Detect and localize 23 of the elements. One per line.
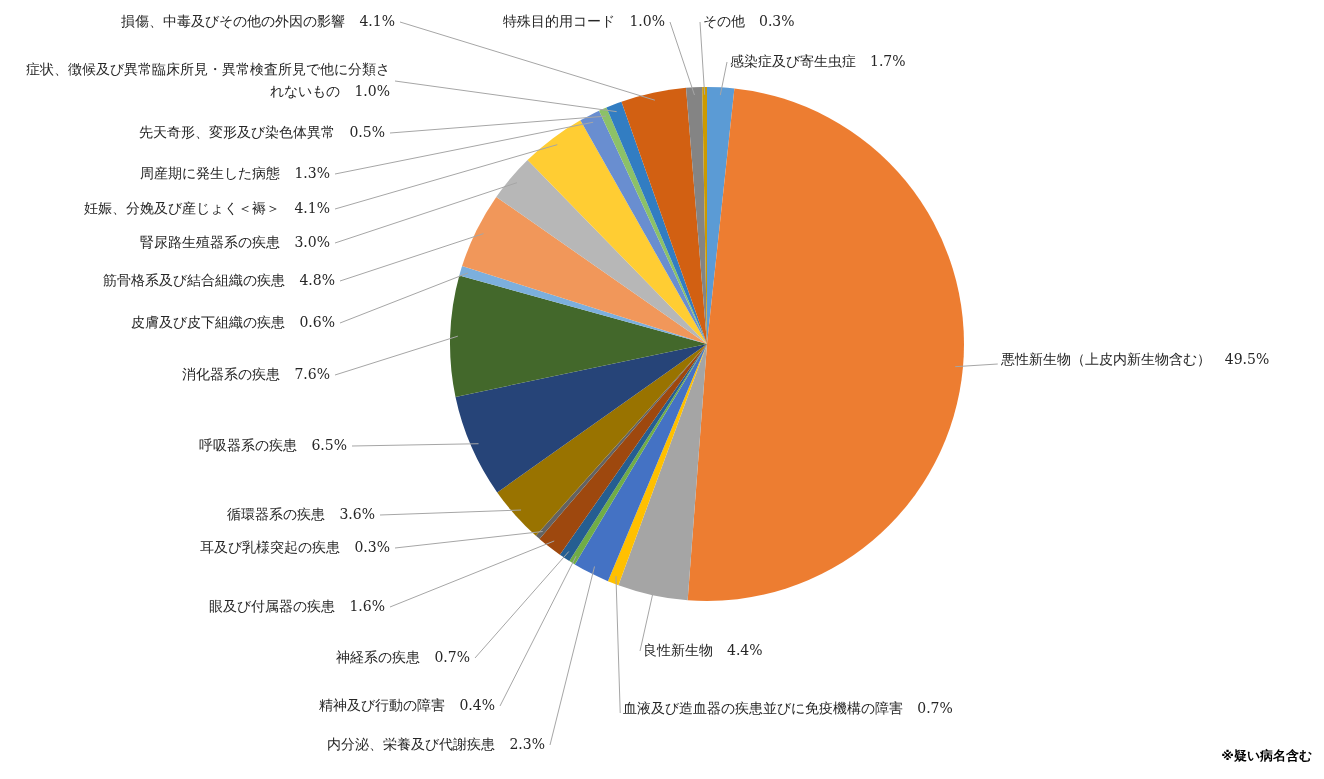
slice-label: 症状、徴候及び異常臨床所見・異常検査所見で他に分類されないもの 1.0% [26, 60, 390, 99]
slice-label: 特殊目的用コード 1.0% [503, 12, 665, 29]
slice-label: 内分泌、栄養及び代謝疾患 2.3% [327, 735, 545, 752]
slice-label: 妊娠、分娩及び産じょく＜褥＞ 4.1% [84, 199, 330, 216]
slice-label: 感染症及び寄生虫症 1.7% [730, 52, 906, 69]
slice-label: 皮膚及び皮下組織の疾患 0.6% [131, 313, 335, 330]
text: ※疑い病名含む [1221, 748, 1312, 764]
slice-label: その他 0.3% [703, 12, 795, 29]
slice-label: 神経系の疾患 0.7% [336, 648, 470, 665]
slice-label: 良性新生物 4.4% [643, 641, 763, 658]
slice-label: 腎尿路生殖器系の疾患 3.0% [140, 233, 330, 250]
slice-label: 耳及び乳様突起の疾患 0.3% [200, 538, 390, 555]
slice-label: 精神及び行動の障害 0.4% [319, 696, 495, 713]
slice-label: 損傷、中毒及びその他の外因の影響 4.1% [121, 12, 395, 29]
slice-label: 悪性新生物（上皮内新生物含む） 49.5% [999, 350, 1270, 367]
slice-label: 先天奇形、変形及び染色体異常 0.5% [139, 123, 385, 140]
slice-label: 眼及び付属器の疾患 1.6% [209, 597, 385, 614]
slice-label: 呼吸器系の疾患 6.5% [199, 436, 347, 453]
slice-label: 周産期に発生した病態 1.3% [140, 164, 330, 181]
slice-label: 消化器系の疾患 7.6% [182, 365, 330, 382]
slice-label: 血液及び造血器の疾患並びに免疫機構の障害 0.7% [623, 699, 953, 716]
slice-label: 筋骨格系及び結合組織の疾患 4.8% [103, 271, 335, 288]
slice-label: 循環器系の疾患 3.6% [227, 505, 375, 522]
